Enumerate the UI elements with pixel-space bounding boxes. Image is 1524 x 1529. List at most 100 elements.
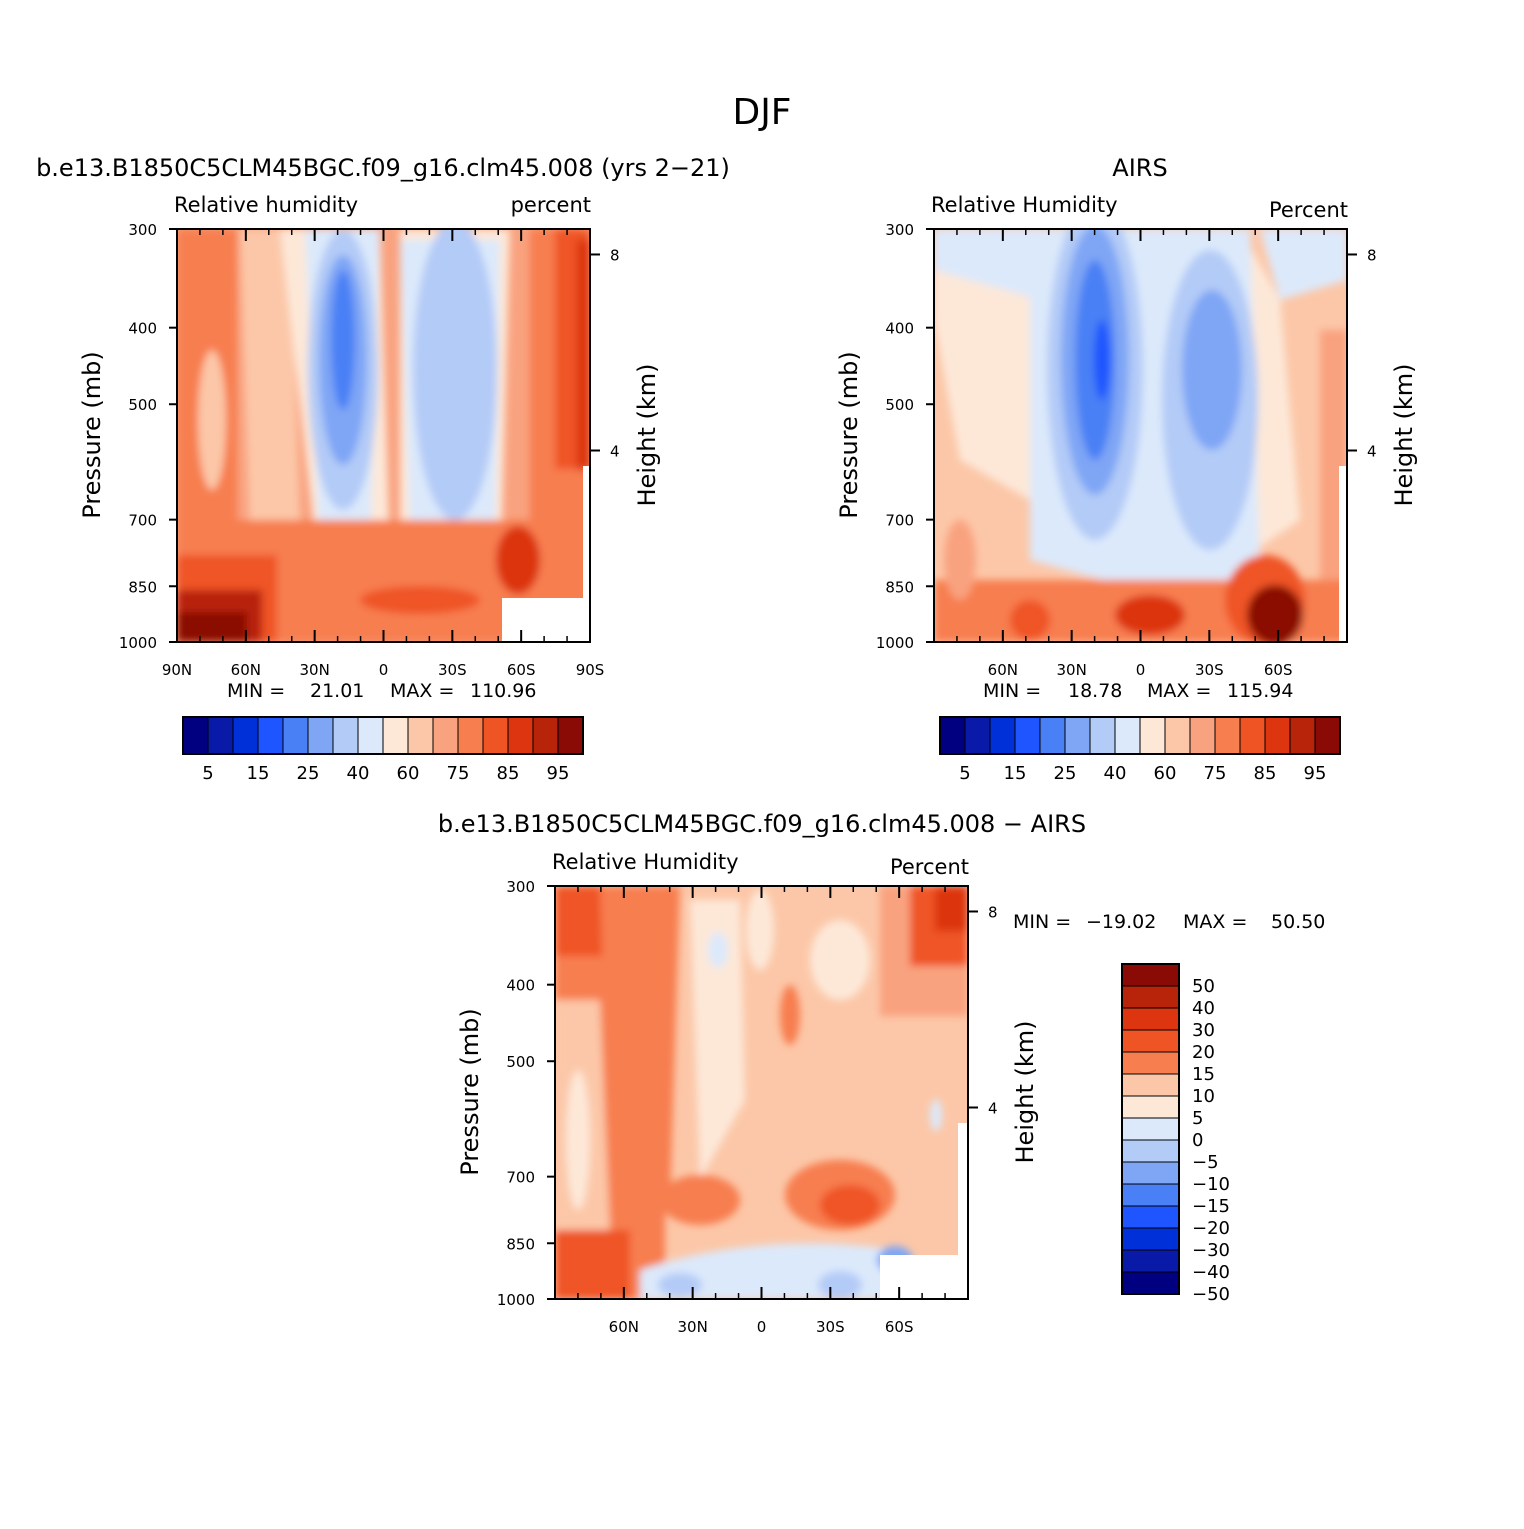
y-tick-label: 400 (506, 977, 535, 995)
colorbar-label: −5 (1192, 1152, 1219, 1173)
panel-title: b.e13.B1850C5CLM45BGC.f09_g16.clm45.008 … (36, 154, 730, 182)
colorbar-label: 15 (247, 763, 270, 784)
x-tick-label: 0 (379, 661, 389, 679)
colorbar-swatch (1189, 716, 1216, 755)
colorbar-swatch (1121, 1205, 1180, 1229)
y2-tick-label: 4 (610, 442, 620, 460)
colorbar-label: 75 (1204, 763, 1227, 784)
colorbar-swatch (1239, 716, 1266, 755)
colorbar-swatch (382, 716, 409, 755)
colorbar-frame (182, 716, 584, 755)
colorbar-label: 30 (1192, 1020, 1215, 1041)
units-label: percent (511, 193, 591, 217)
colorbar-swatch (1121, 1117, 1180, 1141)
colorbar-label: 60 (397, 763, 420, 784)
colorbar-swatch (1121, 985, 1180, 1009)
colorbar-label: −15 (1192, 1196, 1230, 1217)
x-tick-label: 60S (1264, 661, 1293, 679)
colorbar-swatch (457, 716, 484, 755)
colorbar-label: 40 (1192, 998, 1215, 1019)
units-label: Percent (890, 855, 969, 879)
y-tick-label: 850 (885, 578, 914, 596)
min-label: MIN = (983, 680, 1041, 702)
y-tick-label: 400 (885, 320, 914, 338)
y-tick-label: 700 (885, 512, 914, 530)
colorbar-label: 20 (1192, 1042, 1215, 1063)
colorbar-label: −10 (1192, 1174, 1230, 1195)
colorbar-swatch (964, 716, 991, 755)
y2-axis-label: Height (km) (1390, 364, 1418, 507)
y-tick-label: 400 (128, 320, 157, 338)
colorbar-label: 60 (1154, 763, 1177, 784)
y-tick-label: 1000 (876, 634, 914, 652)
colorbar-label: 75 (447, 763, 470, 784)
panel-model: b.e13.B1850C5CLM45BGC.f09_g16.clm45.008 … (36, 154, 730, 784)
colorbar-swatch (432, 716, 459, 755)
x-tick-label: 30S (816, 1318, 845, 1336)
y2-tick-label: 4 (1367, 442, 1377, 460)
colorbar-swatch (332, 716, 359, 755)
colorbar-label: 40 (1104, 763, 1127, 784)
y-tick-label: 1000 (497, 1291, 535, 1309)
y2-tick-label: 8 (1367, 246, 1377, 264)
variable-label: Relative humidity (174, 193, 358, 217)
x-tick-label: 60N (988, 661, 1018, 679)
y2-tick-label: 4 (988, 1099, 998, 1117)
y-tick-label: 700 (506, 1169, 535, 1187)
y-tick-label: 300 (506, 878, 535, 896)
y2-tick-label: 8 (988, 903, 998, 921)
max-label: MAX = (390, 680, 454, 702)
max-label: MAX = (1147, 680, 1211, 702)
y2-tick-label: 8 (610, 246, 620, 264)
panel-difference: b.e13.B1850C5CLM45BGC.f09_g16.clm45.008 … (438, 810, 1325, 1336)
y-tick-label: 300 (128, 221, 157, 239)
y-tick-label: 850 (506, 1235, 535, 1253)
contour-field (177, 229, 590, 642)
colorbar-label: −50 (1192, 1284, 1230, 1305)
y2-axis-label: Height (km) (1011, 1021, 1039, 1164)
page-title: DJF (732, 92, 791, 133)
colorbar-label: −20 (1192, 1218, 1230, 1239)
y-tick-label: 500 (885, 396, 914, 414)
x-tick-label: 30S (1195, 661, 1224, 679)
colorbar-swatch (1121, 1249, 1180, 1273)
colorbar-swatch (1121, 1161, 1180, 1185)
colorbar-label: 85 (1254, 763, 1277, 784)
colorbar-swatch (1014, 716, 1041, 755)
colorbar-swatch (357, 716, 384, 755)
colorbar-swatch (1089, 716, 1116, 755)
colorbar: 5 15 25 40 60 75 85 95 (182, 716, 584, 784)
colorbar-swatch (1164, 716, 1191, 755)
colorbar-swatch (532, 716, 559, 755)
y-axis-label: Pressure (mb) (835, 351, 863, 518)
colorbar-swatch (182, 716, 209, 755)
x-tick-label: 0 (757, 1318, 767, 1336)
panel-airs: AIRS Relative Humidity Percent (835, 154, 1418, 784)
max-value: 115.94 (1227, 680, 1293, 702)
colorbar-swatch (282, 716, 309, 755)
colorbar-label: −30 (1192, 1240, 1230, 1261)
colorbar-label: 5 (202, 763, 213, 784)
colorbar-swatch (1039, 716, 1066, 755)
contour-field (934, 229, 1347, 642)
x-tick-label: 30S (438, 661, 467, 679)
y-axis-label: Pressure (mb) (78, 351, 106, 518)
colorbar-label: 85 (497, 763, 520, 784)
colorbar-label: 50 (1192, 976, 1215, 997)
x-tick-label: 0 (1136, 661, 1146, 679)
colorbar-swatch (1264, 716, 1291, 755)
colorbar-swatch (1121, 1051, 1180, 1075)
x-tick-label: 60S (885, 1318, 914, 1336)
colorbar-label: 40 (347, 763, 370, 784)
y-ticks: 300 400 500 700 850 1000 8 4 (497, 878, 998, 1309)
colorbar-swatch (1314, 716, 1341, 755)
x-tick-label: 30N (300, 661, 330, 679)
variable-label: Relative Humidity (552, 850, 739, 874)
colorbar-swatch (1121, 1271, 1180, 1295)
colorbar-label: 5 (959, 763, 970, 784)
colorbar-swatch (1121, 1029, 1180, 1053)
colorbar-swatch (1121, 1227, 1180, 1251)
x-tick-label: 60N (609, 1318, 639, 1336)
x-tick-label: 90N (162, 661, 192, 679)
